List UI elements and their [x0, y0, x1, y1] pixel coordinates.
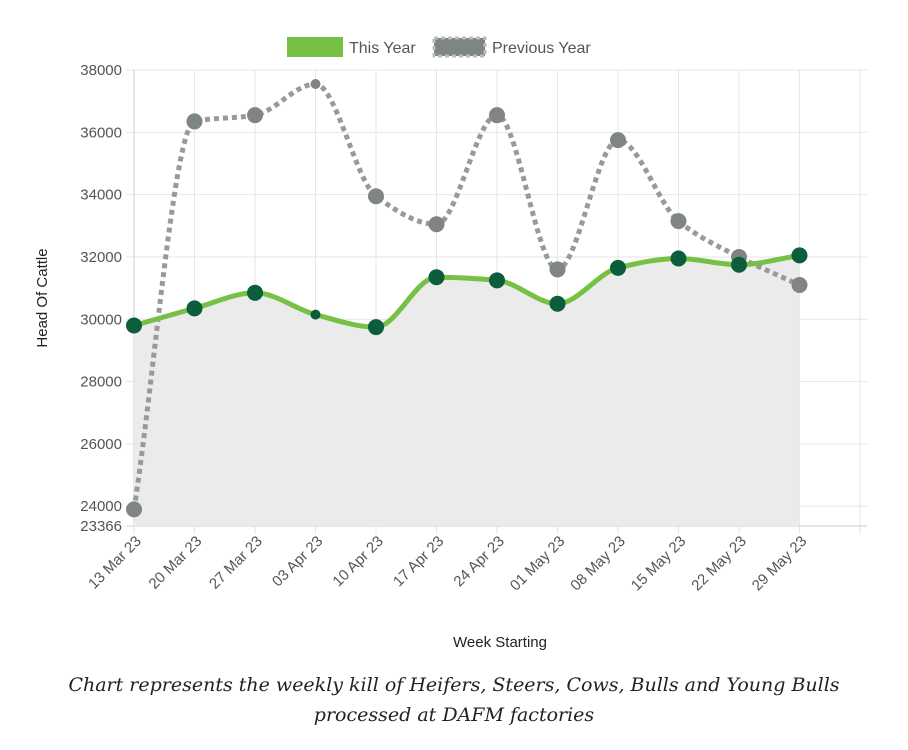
series-line-previous-year	[131, 81, 801, 510]
y-min-label: 23366	[80, 518, 122, 535]
y-axis: 24000 26000 28000 30000 32000 34000 36000 38000…	[80, 62, 135, 535]
y-tick-label: 32000	[80, 249, 122, 266]
x-axis-title: Week Starting	[453, 634, 547, 651]
x-tick-label: 22 May 23	[688, 533, 750, 595]
point-previous-year[interactable]	[428, 216, 445, 233]
point-this-year[interactable]	[428, 269, 445, 286]
x-axis: 13 Mar 23 20 Mar 23 27 Mar 23 03 Apr 23 10 A…	[85, 525, 867, 595]
y-tick-label: 30000	[80, 311, 122, 328]
point-previous-year[interactable]	[126, 501, 142, 518]
x-tick-label: 03 Apr 23	[269, 533, 326, 590]
point-this-year[interactable]	[310, 309, 321, 320]
point-previous-year[interactable]	[186, 113, 203, 130]
y-tick-label: 28000	[80, 374, 122, 391]
point-previous-year[interactable]	[670, 213, 687, 230]
x-tick-label: 01 May 23	[507, 533, 569, 595]
point-this-year[interactable]	[610, 259, 626, 276]
y-tick-label: 36000	[80, 124, 122, 141]
y-tick-label: 34000	[80, 187, 122, 204]
point-previous-year[interactable]	[310, 79, 321, 90]
series-area-this-year	[134, 255, 800, 526]
legend-swatch-previous-year[interactable]	[432, 36, 487, 58]
x-tick-label: 20 Mar 23	[146, 533, 206, 593]
point-this-year[interactable]	[670, 250, 687, 267]
y-tick-label: 26000	[80, 436, 122, 453]
point-this-year[interactable]	[791, 247, 808, 264]
point-this-year[interactable]	[368, 319, 384, 336]
series-layer	[126, 79, 808, 526]
point-previous-year[interactable]	[489, 107, 505, 124]
point-this-year[interactable]	[126, 317, 142, 334]
point-previous-year[interactable]	[368, 188, 384, 205]
legend-swatch-this-year[interactable]	[287, 37, 343, 57]
y-tick-label: 24000	[80, 498, 122, 515]
legend: This Year Previous Year	[287, 36, 591, 58]
point-this-year[interactable]	[731, 256, 747, 273]
x-tick-label: 17 Apr 23	[390, 533, 447, 590]
point-previous-year[interactable]	[791, 277, 808, 294]
point-this-year[interactable]	[186, 300, 203, 317]
point-previous-year[interactable]	[247, 107, 263, 124]
x-tick-label: 13 Mar 23	[85, 533, 145, 593]
point-previous-year[interactable]	[610, 132, 626, 149]
line-chart: 24000 26000 28000 30000 32000 34000 36000 38000…	[34, 36, 867, 651]
legend-label-previous-year[interactable]: Previous Year	[492, 40, 591, 57]
x-tick-label: 15 May 23	[628, 533, 690, 595]
point-this-year[interactable]	[489, 272, 505, 289]
point-this-year[interactable]	[549, 295, 566, 312]
x-tick-label: 08 May 23	[567, 533, 629, 595]
chart-caption: Chart represents the weekly kill of Heif…	[68, 674, 840, 726]
x-tick-label: 29 May 23	[749, 533, 811, 595]
legend-label-this-year[interactable]: This Year	[349, 40, 416, 57]
x-tick-label: 24 Apr 23	[450, 533, 507, 590]
y-tick-label: 38000	[80, 62, 122, 79]
x-tick-label: 27 Mar 23	[206, 533, 266, 593]
point-this-year[interactable]	[247, 284, 263, 301]
x-tick-label: 10 Apr 23	[329, 533, 386, 590]
y-axis-title: Head Of Cattle	[34, 248, 51, 347]
point-previous-year[interactable]	[549, 261, 566, 278]
